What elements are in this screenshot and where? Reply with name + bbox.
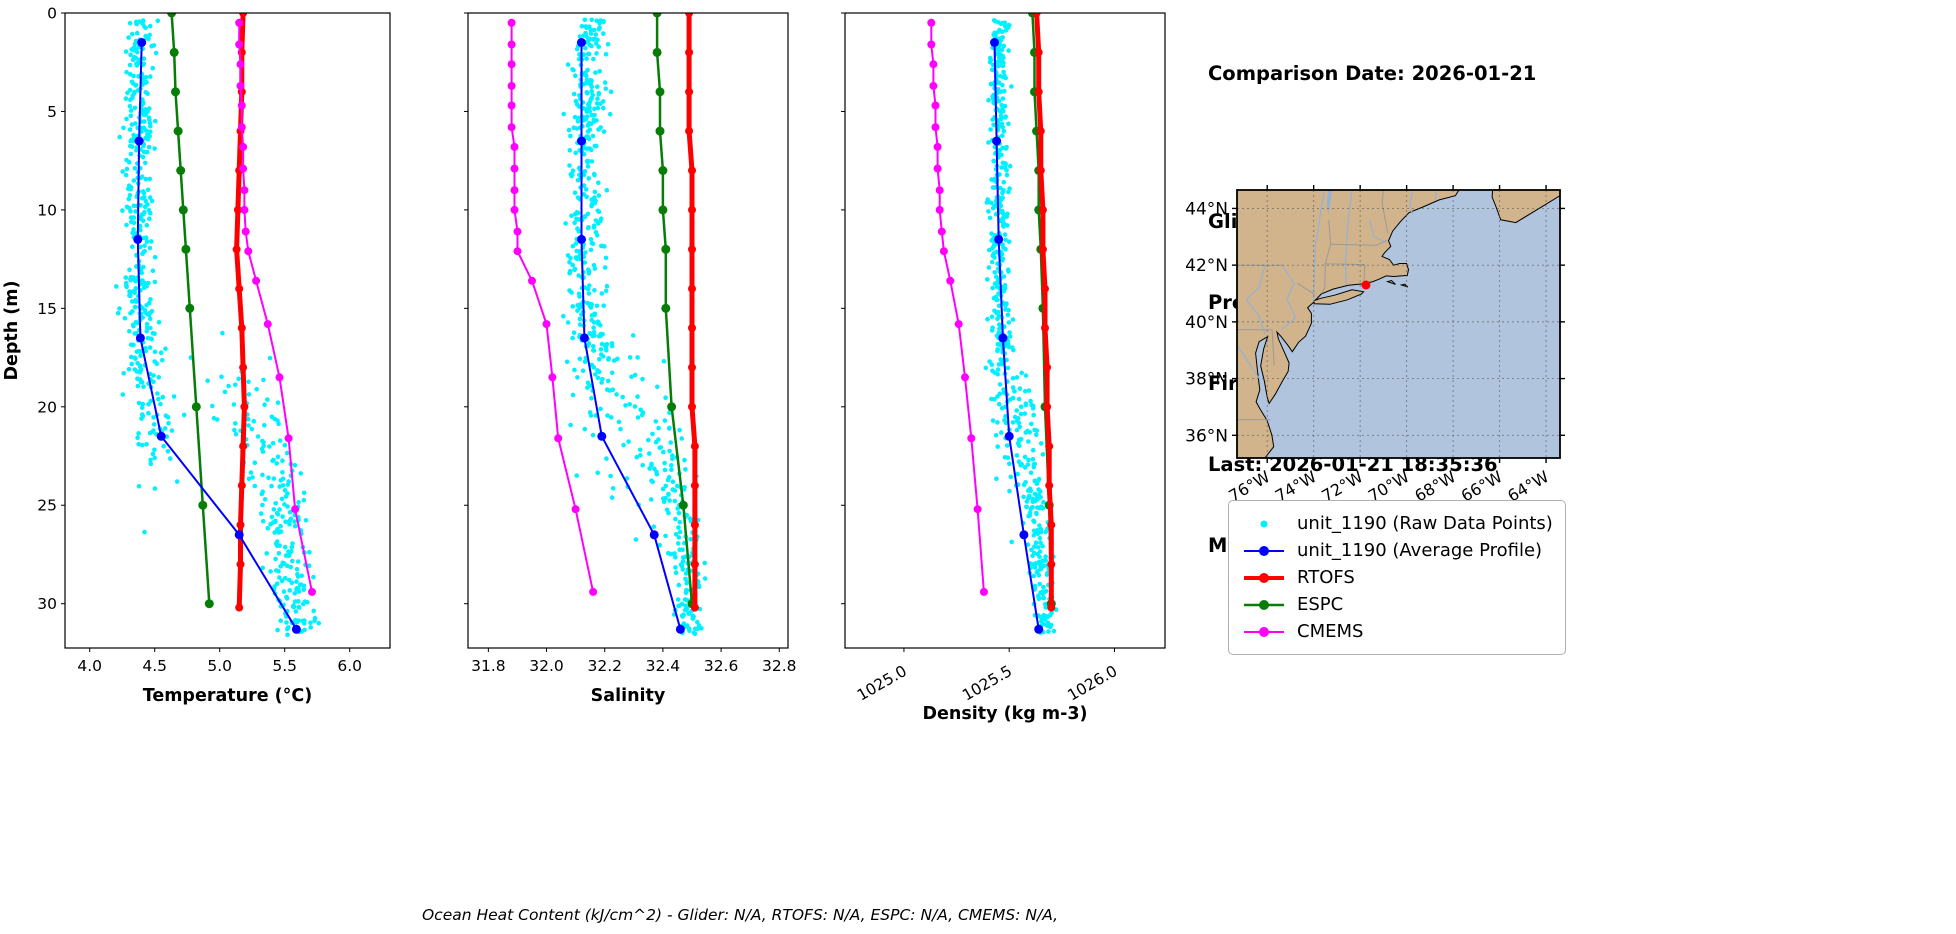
legend-label: RTOFS: [1297, 567, 1355, 588]
legend-marker-icon: [1244, 545, 1284, 556]
svg-text:Density (kg m-3): Density (kg m-3): [922, 704, 1087, 724]
legend-label: unit_1190 (Average Profile): [1297, 540, 1543, 561]
legend-item-espc: ESPC: [1241, 591, 1553, 618]
svg-text:42°N: 42°N: [1185, 256, 1228, 276]
svg-text:Depth (m): Depth (m): [2, 280, 22, 380]
temperature-profile-chart: 4.0 4.5 5.0 5.5 6.0 0 5 10 15 20 25 30 Temperature (…: [2, 5, 391, 706]
svg-text:5.5: 5.5: [272, 657, 297, 675]
svg-text:4.5: 4.5: [142, 657, 167, 675]
legend-item-unit-1190-raw-data-points: unit_1190 (Raw Data Points): [1241, 510, 1553, 537]
svg-text:32.0: 32.0: [529, 657, 564, 675]
svg-text:4.0: 4.0: [77, 657, 102, 675]
svg-text:30: 30: [37, 595, 57, 613]
svg-text:Salinity: Salinity: [591, 686, 666, 706]
svg-text:32.4: 32.4: [646, 657, 681, 675]
svg-text:32.8: 32.8: [762, 657, 797, 675]
legend-marker-icon: [1260, 520, 1268, 527]
legend-item-unit-1190-average-profile: unit_1190 (Average Profile): [1241, 537, 1553, 564]
map-inset: 36°N38°N40°N42°N44°N76°W74°W72°W70°W68°W…: [1185, 185, 1565, 506]
svg-text:1025.0: 1025.0: [854, 662, 910, 705]
legend-marker-icon: [1244, 626, 1284, 637]
legend-marker-icon: [1244, 599, 1284, 610]
svg-text:10: 10: [37, 201, 57, 219]
svg-text:1025.5: 1025.5: [959, 662, 1015, 705]
svg-text:15: 15: [37, 300, 57, 318]
legend-item-cmems: CMEMS: [1241, 618, 1553, 645]
salinity-profile-chart: 31.8 32.0 32.2 32.4 32.6 32.8 Salinity: [464, 12, 797, 706]
svg-text:6.0: 6.0: [337, 657, 362, 675]
svg-text:32.2: 32.2: [587, 657, 622, 675]
comparison-date-text: Comparison Date: 2026-01-21: [1208, 62, 1537, 85]
legend-label: CMEMS: [1297, 621, 1364, 642]
svg-text:1026.0: 1026.0: [1064, 662, 1120, 705]
svg-text:25: 25: [37, 497, 57, 515]
info-gap: [1208, 141, 1536, 154]
svg-text:Temperature (°C): Temperature (°C): [143, 686, 313, 706]
legend-label: unit_1190 (Raw Data Points): [1297, 513, 1553, 534]
svg-text:38°N: 38°N: [1185, 370, 1228, 390]
legend-label: ESPC: [1297, 594, 1344, 615]
svg-text:0: 0: [47, 5, 57, 23]
svg-text:32.6: 32.6: [704, 657, 739, 675]
legend: unit_1190 (Raw Data Points) unit_1190 (Av…: [1228, 500, 1566, 655]
svg-text:5.0: 5.0: [207, 657, 232, 675]
legend-item-rtofs: RTOFS: [1241, 564, 1553, 591]
svg-text:31.8: 31.8: [471, 657, 506, 675]
legend-marker-icon: [1244, 572, 1284, 583]
svg-text:44°N: 44°N: [1185, 199, 1228, 219]
svg-text:5: 5: [47, 103, 57, 121]
svg-text:20: 20: [37, 398, 57, 416]
ocean-heat-content-footer: Ocean Heat Content (kJ/cm^2) - Glider: N…: [421, 906, 1059, 924]
svg-text:40°N: 40°N: [1185, 313, 1228, 333]
svg-text:36°N: 36°N: [1185, 426, 1228, 446]
